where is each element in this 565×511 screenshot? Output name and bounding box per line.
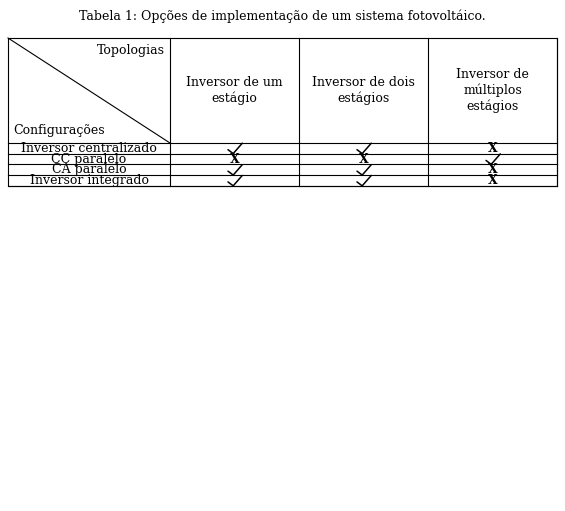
Text: X: X xyxy=(488,164,497,176)
Text: CA paralelo: CA paralelo xyxy=(51,164,127,176)
Text: X: X xyxy=(229,153,240,166)
Text: CC paralelo: CC paralelo xyxy=(51,153,127,166)
Text: X: X xyxy=(488,174,497,187)
Text: Inversor de dois
estágios: Inversor de dois estágios xyxy=(312,76,415,105)
Text: Inversor de um
estágio: Inversor de um estágio xyxy=(186,76,283,105)
Text: Inversor integrado: Inversor integrado xyxy=(29,174,149,187)
Text: Tabela 1: Opções de implementação de um sistema fotovoltáico.: Tabela 1: Opções de implementação de um … xyxy=(79,9,486,23)
Text: Configurações: Configurações xyxy=(13,124,105,137)
Text: X: X xyxy=(359,153,368,166)
Bar xyxy=(8,38,557,186)
Text: Topologias: Topologias xyxy=(97,44,165,57)
Text: X: X xyxy=(488,142,497,155)
Text: Inversor centralizado: Inversor centralizado xyxy=(21,142,157,155)
Text: Inversor de
múltiplos
estágios: Inversor de múltiplos estágios xyxy=(456,68,529,112)
